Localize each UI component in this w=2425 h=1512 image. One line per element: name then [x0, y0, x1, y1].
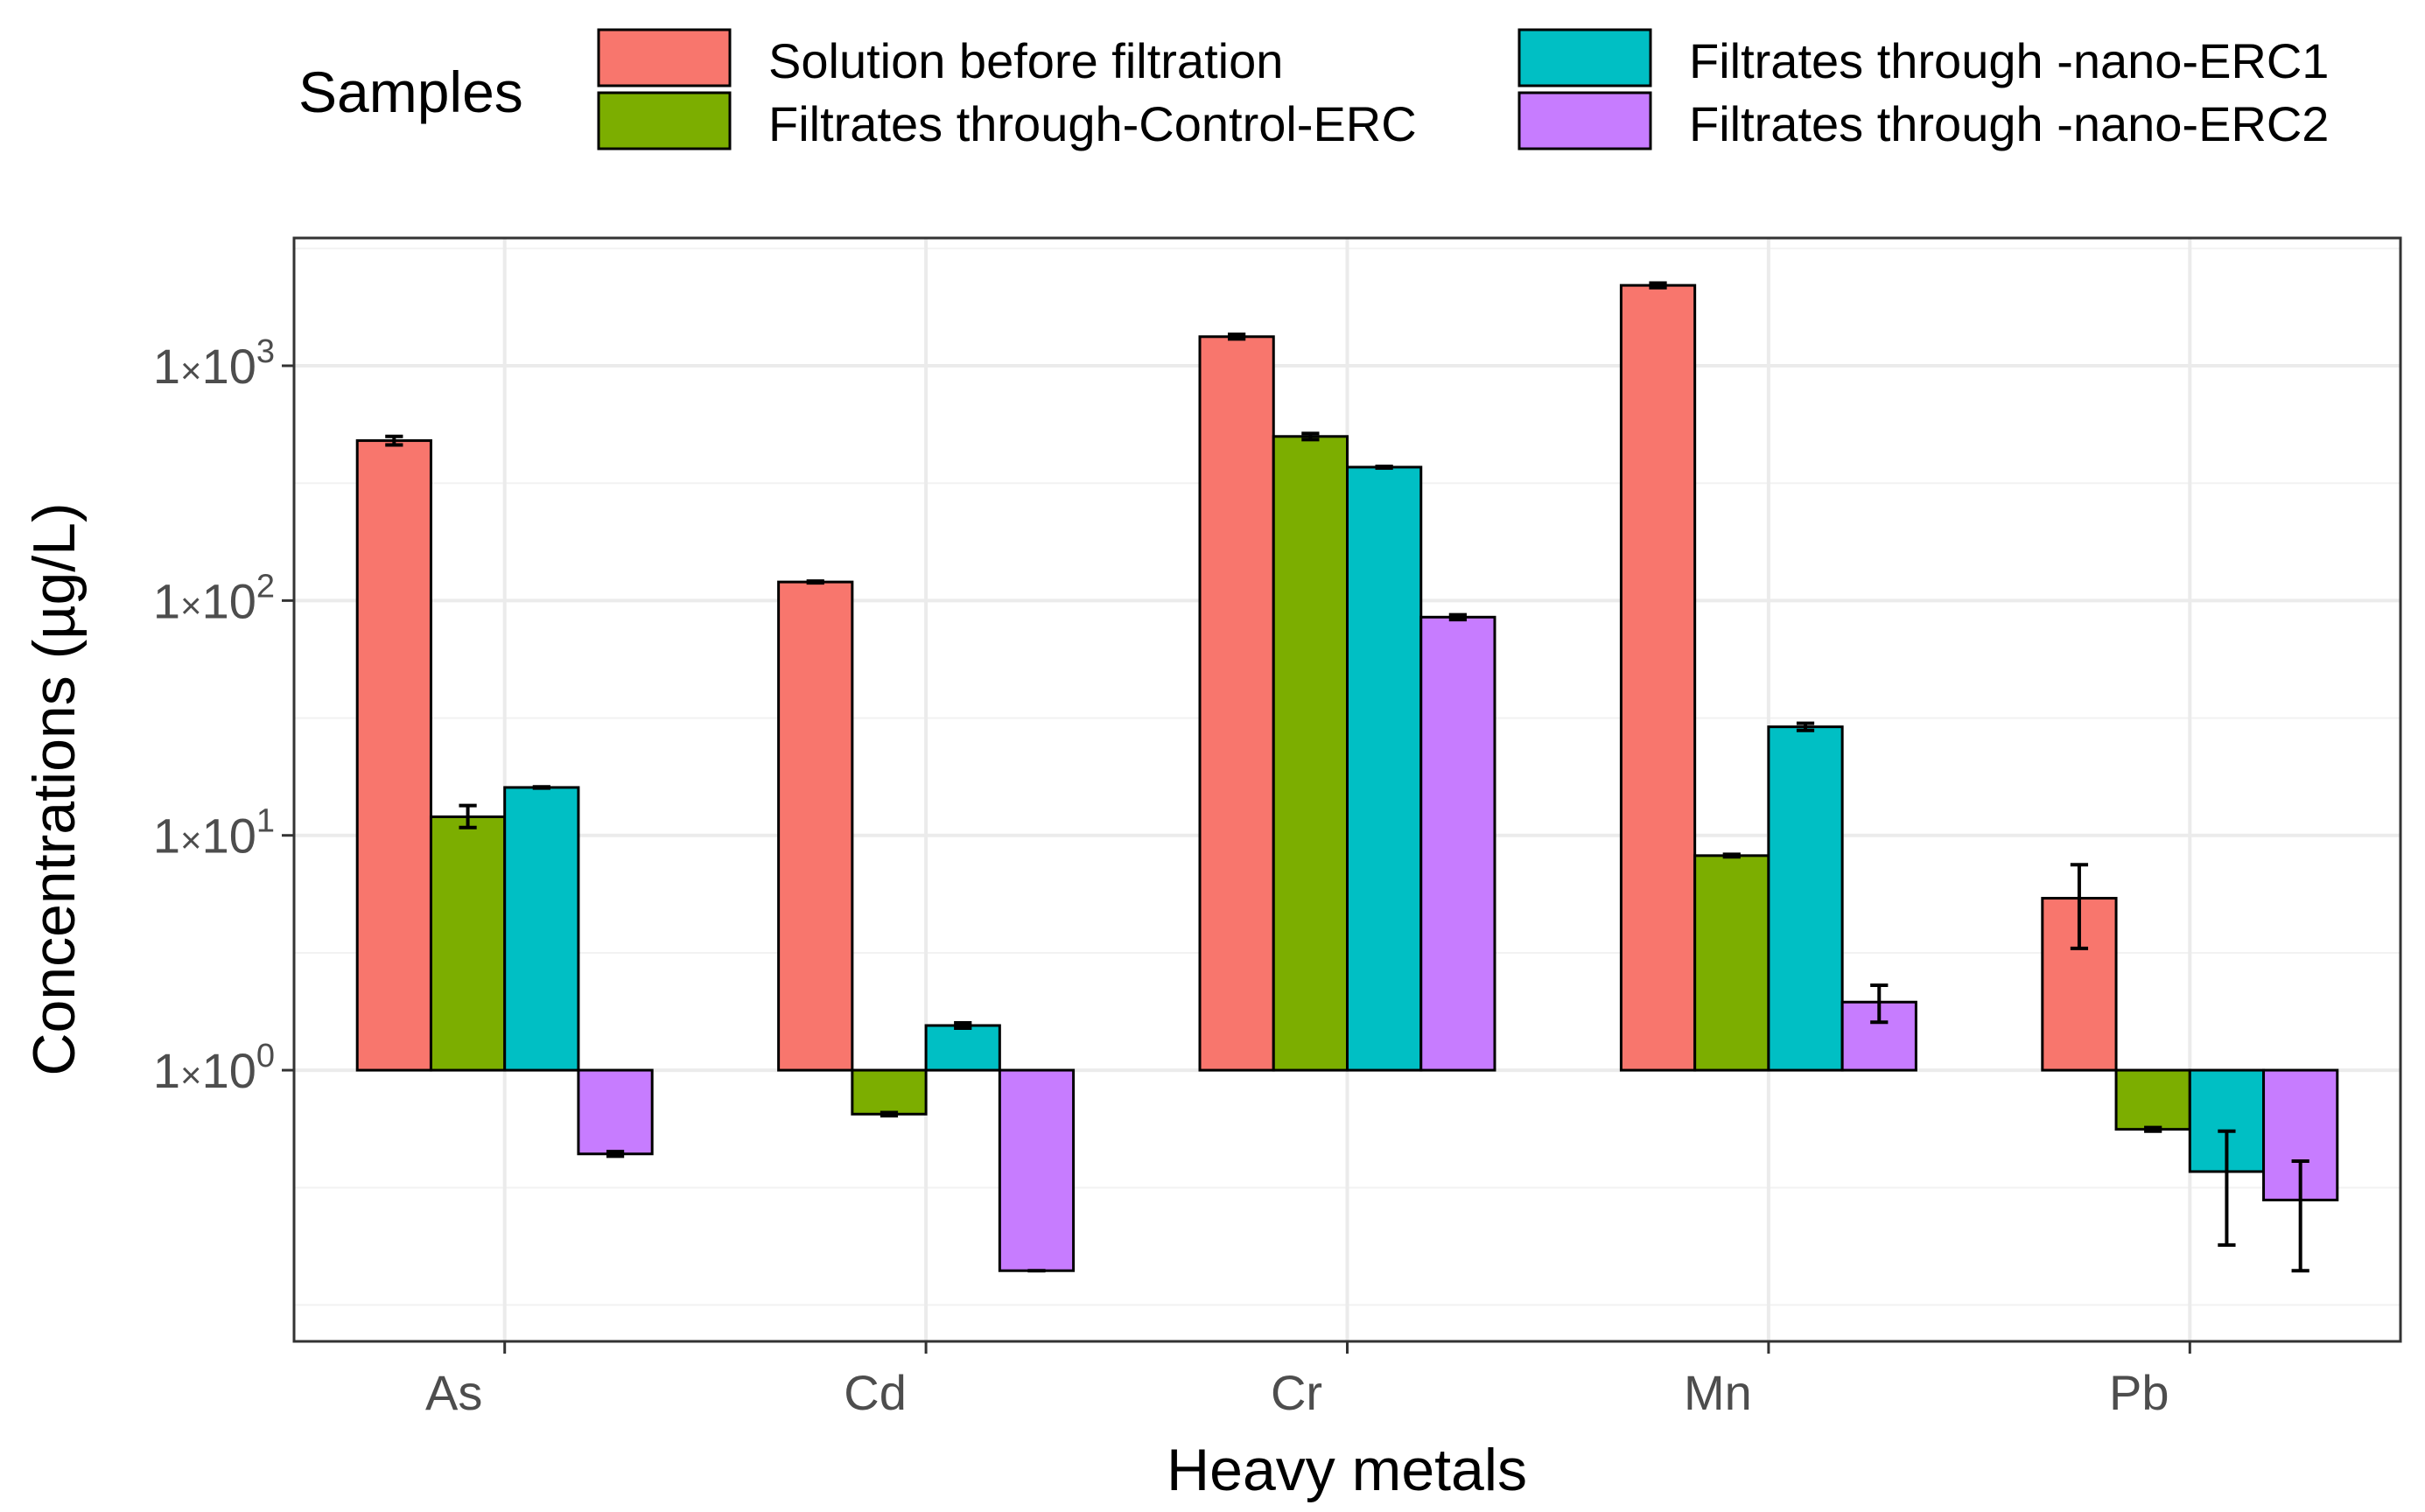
legend-title: Samples — [298, 60, 523, 124]
bar-Cd-0 — [777, 580, 854, 1072]
legend-item-0: Solution before filtration — [597, 28, 1283, 88]
bar-Cr-3 — [1419, 615, 1496, 1072]
error-bar-Cd-2 — [954, 1021, 972, 1031]
bar-Cd-2 — [924, 1024, 1001, 1072]
error-bar-Cd-0 — [806, 579, 824, 585]
legend-item-3: Filtrates through -nano-ERC2 — [1517, 91, 2329, 151]
bar-As-2 — [503, 786, 580, 1072]
bar-Cd-1 — [851, 1068, 928, 1116]
legend-label-1: Filtrates through-Control-ERC — [768, 96, 1417, 151]
legend-label-3: Filtrates through -nano-ERC2 — [1689, 96, 2329, 151]
error-bar-As-2 — [532, 785, 550, 790]
y-tick-label-1: 1×101 — [153, 803, 275, 864]
y-tick-label-2: 1×102 — [153, 568, 275, 628]
bar-Pb-1 — [2114, 1068, 2191, 1131]
error-bar-Cr-2 — [1375, 464, 1393, 470]
error-bars — [385, 281, 2309, 1273]
y-tick-label-3: 1×103 — [153, 333, 275, 394]
error-bar-Pb-1 — [2144, 1125, 2162, 1133]
x-tick-label-0: As — [425, 1365, 482, 1420]
x-tick-label-3: Mn — [1684, 1365, 1752, 1420]
x-tick-label-1: Cd — [844, 1365, 907, 1420]
error-bar-Pb-3 — [2291, 1158, 2309, 1273]
y-tick-label-0: 1×100 — [153, 1038, 275, 1098]
error-bar-Cr-1 — [1301, 431, 1320, 442]
error-bar-Cr-3 — [1448, 612, 1467, 622]
error-bar-Pb-2 — [2218, 1129, 2236, 1247]
legend-key-1 — [597, 91, 732, 150]
bar-Mn-3 — [1840, 1000, 1917, 1072]
legend-key-0 — [597, 28, 732, 88]
bar-As-0 — [355, 439, 432, 1072]
error-bar-As-3 — [606, 1150, 625, 1158]
x-axis-title: Heavy metals — [1167, 1437, 1527, 1503]
error-bar-Mn-0 — [1649, 281, 1667, 290]
error-bar-Mn-1 — [1722, 852, 1741, 859]
bar-Cd-3 — [998, 1068, 1076, 1272]
error-bar-As-0 — [385, 434, 403, 447]
bar-Cr-1 — [1272, 435, 1349, 1072]
error-bar-As-1 — [459, 803, 477, 830]
bar-As-1 — [429, 815, 507, 1072]
legend-label-2: Filtrates through -nano-ERC1 — [1689, 33, 2329, 88]
axes: As Cd Cr Mn Pb 1×100 1×101 1×102 1×103 — [153, 333, 2191, 1420]
bar-Cr-0 — [1198, 335, 1275, 1072]
bar-Cr-2 — [1346, 466, 1423, 1072]
bar-Mn-0 — [1619, 284, 1697, 1072]
bar-As-3 — [577, 1068, 654, 1156]
legend-item-1: Filtrates through-Control-ERC — [597, 91, 1417, 151]
legend: Samples Solution before filtration Filtr… — [298, 28, 2329, 151]
x-tick-label-2: Cr — [1271, 1365, 1322, 1420]
legend-label-0: Solution before filtration — [768, 33, 1283, 88]
x-tick-label-4: Pb — [2109, 1365, 2169, 1420]
y-axis-title: Concentrations (µg/L) — [21, 502, 88, 1075]
error-bar-Mn-3 — [1870, 984, 1889, 1025]
bar-Mn-2 — [1767, 725, 1844, 1072]
error-bar-Cr-0 — [1228, 332, 1246, 341]
legend-key-2 — [1517, 28, 1652, 88]
error-bar-Cd-1 — [880, 1110, 899, 1118]
bars — [355, 284, 2339, 1272]
legend-key-3 — [1517, 91, 1652, 150]
bar-Mn-1 — [1693, 854, 1770, 1072]
error-bar-Mn-2 — [1796, 721, 1815, 732]
legend-item-2: Filtrates through -nano-ERC1 — [1517, 28, 2329, 88]
error-bar-Pb-0 — [2070, 863, 2089, 950]
